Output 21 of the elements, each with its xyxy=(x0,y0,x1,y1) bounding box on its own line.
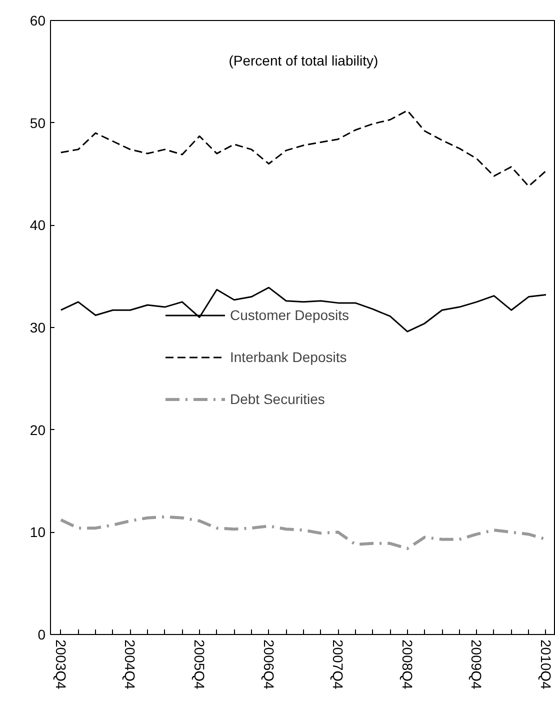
x-tick-label: 2009Q4 xyxy=(468,640,485,690)
x-tick-label: 2005Q4 xyxy=(191,640,208,690)
line-series xyxy=(60,110,547,188)
x-tick-label: 2010Q4 xyxy=(538,640,554,690)
y-tick-label: 20 xyxy=(30,422,46,438)
y-tick-label: 60 xyxy=(30,12,46,28)
x-tick-label: 2007Q4 xyxy=(330,640,346,690)
y-tick-label: 30 xyxy=(30,320,46,336)
y-tick-label: 0 xyxy=(38,626,46,642)
legend-label: Debt Securities xyxy=(230,391,325,407)
text: (Percent of total liability) xyxy=(228,52,378,68)
line-series xyxy=(60,286,547,332)
y-tick-label: 50 xyxy=(30,114,46,131)
x-tick-label: 2006Q4 xyxy=(260,640,277,690)
y-tick-label: 40 xyxy=(30,217,46,234)
x-tick-label: 2004Q4 xyxy=(122,640,138,690)
y-tick-label: 10 xyxy=(30,524,46,540)
x-tick-label: 2003Q4 xyxy=(52,640,69,690)
legend-label: Customer Deposits xyxy=(230,307,350,323)
x-tick-label: 2008Q4 xyxy=(399,640,416,690)
legend-label: Interbank Deposits xyxy=(230,349,347,365)
